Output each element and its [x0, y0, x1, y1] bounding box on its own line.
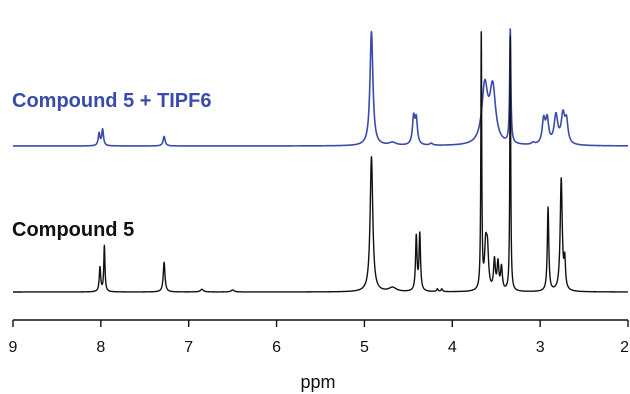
x-axis: 9 8 7 6 5 4 3 2	[9, 319, 629, 356]
x-tick-label-2: 2	[620, 339, 629, 356]
series-label-compound5: Compound 5	[12, 219, 134, 241]
x-axis-title: ppm	[300, 372, 335, 392]
x-tick-label-9: 9	[9, 339, 18, 356]
spectrum-line-1	[12, 31, 629, 293]
x-tick-label-5: 5	[360, 339, 369, 356]
x-tick-label-6: 6	[272, 339, 281, 356]
x-tick-label-8: 8	[96, 339, 105, 356]
x-tick-label-7: 7	[184, 339, 193, 356]
spectrum-line-0	[12, 28, 629, 147]
x-tick-label-3: 3	[536, 339, 545, 356]
series-label-compound5-tipf6: Compound 5 + TIPF6	[12, 90, 211, 112]
spectra-layer	[12, 28, 629, 293]
x-tick-label-4: 4	[448, 339, 457, 356]
